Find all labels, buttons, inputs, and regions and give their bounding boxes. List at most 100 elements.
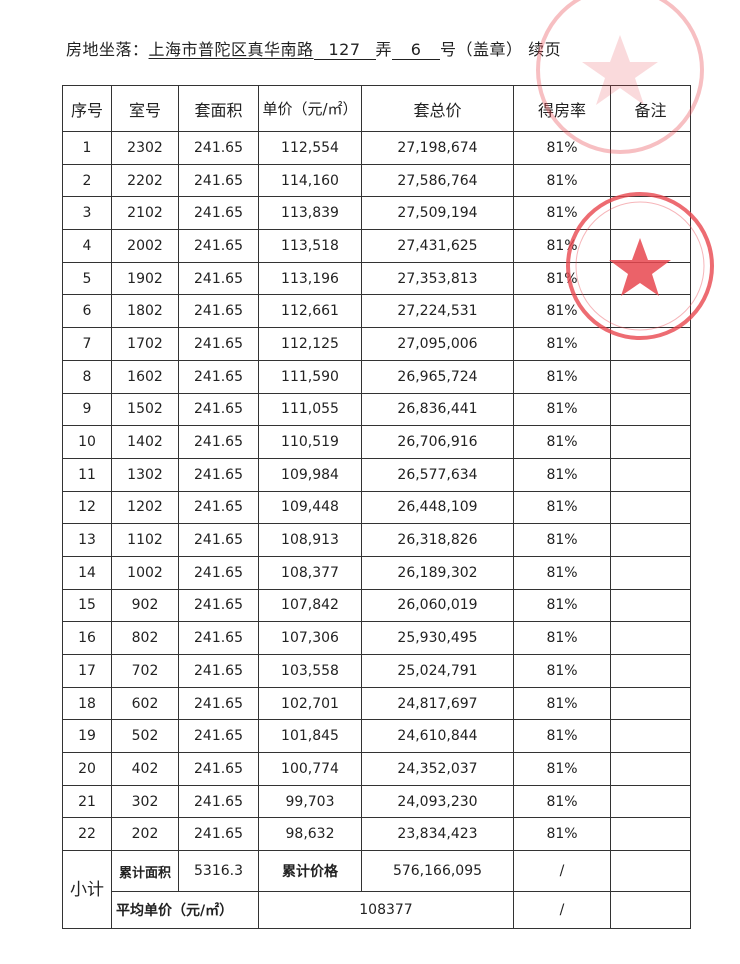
unit-area-cell: 241.65 bbox=[178, 490, 259, 525]
building-label: 号（盖章） bbox=[440, 40, 523, 59]
efficiency-rate-cell: 81% bbox=[513, 163, 611, 198]
index-cell: 5 bbox=[62, 261, 112, 296]
table-row: 7 1702 241.65 112,125 27,095,006 81% bbox=[62, 327, 691, 361]
index-cell: 21 bbox=[62, 784, 112, 819]
unit-area-cell: 241.65 bbox=[178, 654, 259, 688]
room-number-cell: 402 bbox=[111, 752, 179, 786]
remarks-cell bbox=[610, 229, 691, 263]
remarks-cell bbox=[610, 654, 691, 688]
total-price-cell: 27,509,194 bbox=[361, 196, 514, 231]
efficiency-rate-cell: 81% bbox=[513, 686, 611, 721]
total-price-cell: 27,353,813 bbox=[361, 261, 514, 296]
remarks-cell bbox=[610, 686, 691, 721]
total-price-cell: 25,930,495 bbox=[361, 621, 514, 655]
unit-area-cell: 241.65 bbox=[178, 817, 259, 852]
remarks-cell bbox=[610, 719, 691, 754]
table-row: 9 1502 241.65 111,055 26,836,441 81% bbox=[62, 392, 691, 427]
efficiency-rate-cell: 81% bbox=[513, 784, 611, 819]
remarks-cell bbox=[610, 621, 691, 655]
table-row: 19 502 241.65 101,845 24,610,844 81% bbox=[62, 719, 691, 754]
efficiency-rate-cell: 81% bbox=[513, 359, 611, 394]
unit-price-cell: 99,703 bbox=[258, 784, 362, 819]
location-label: 房地坐落： bbox=[66, 40, 149, 59]
index-cell: 19 bbox=[62, 719, 112, 754]
room-number-cell: 2302 bbox=[111, 131, 179, 165]
total-price-cell: 26,577,634 bbox=[361, 457, 514, 492]
total-price-cell: 27,224,531 bbox=[361, 294, 514, 329]
remarks-cell bbox=[610, 359, 691, 394]
efficiency-rate-cell: 81% bbox=[513, 131, 611, 165]
unit-area-cell: 241.65 bbox=[178, 425, 259, 459]
unit-area-cell: 241.65 bbox=[178, 196, 259, 231]
index-cell: 15 bbox=[62, 588, 112, 623]
table-row: 17 702 241.65 103,558 25,024,791 81% bbox=[62, 654, 691, 688]
table-row: 11 1302 241.65 109,984 26,577,634 81% bbox=[62, 457, 691, 492]
efficiency-rate-cell: 81% bbox=[513, 294, 611, 329]
room-number-cell: 1102 bbox=[111, 523, 179, 557]
remarks-cell bbox=[610, 850, 691, 893]
index-cell: 14 bbox=[62, 555, 112, 590]
room-number-cell: 1902 bbox=[111, 261, 179, 296]
unit-area-cell: 241.65 bbox=[178, 457, 259, 492]
remarks-cell bbox=[610, 196, 691, 231]
unit-price-cell: 108,377 bbox=[258, 555, 362, 590]
unit-price-cell: 110,519 bbox=[258, 425, 362, 459]
remarks-cell bbox=[610, 752, 691, 786]
unit-price-cell: 101,845 bbox=[258, 719, 362, 754]
total-price-cell: 27,431,625 bbox=[361, 229, 514, 263]
room-number-cell: 302 bbox=[111, 784, 179, 819]
unit-area-cell: 241.65 bbox=[178, 359, 259, 394]
remarks-cell bbox=[610, 490, 691, 525]
address: 上海市普陀区真华南路 bbox=[148, 40, 314, 59]
index-cell: 2 bbox=[62, 163, 112, 198]
index-cell: 17 bbox=[62, 654, 112, 688]
total-price-cell: 27,198,674 bbox=[361, 131, 514, 165]
room-number-cell: 802 bbox=[111, 621, 179, 655]
total-price-cell: 26,189,302 bbox=[361, 555, 514, 590]
unit-price-cell: 107,306 bbox=[258, 621, 362, 655]
efficiency-rate-cell: 81% bbox=[513, 523, 611, 557]
efficiency-rate-cell: 81% bbox=[513, 327, 611, 361]
room-number-cell: 2002 bbox=[111, 229, 179, 263]
efficiency-rate-cell: 81% bbox=[513, 817, 611, 852]
efficiency-rate-cell: 81% bbox=[513, 229, 611, 263]
index-cell: 4 bbox=[62, 229, 112, 263]
remarks-cell bbox=[610, 327, 691, 361]
efficiency-rate-cell: 81% bbox=[513, 392, 611, 427]
index-cell: 1 bbox=[62, 131, 112, 165]
efficiency-rate-cell: 81% bbox=[513, 752, 611, 786]
table-row: 18 602 241.65 102,701 24,817,697 81% bbox=[62, 686, 691, 721]
total-price-cell: 24,817,697 bbox=[361, 686, 514, 721]
table-row: 4 2002 241.65 113,518 27,431,625 81% bbox=[62, 229, 691, 263]
room-number-cell: 2202 bbox=[111, 163, 179, 198]
remarks-cell bbox=[610, 457, 691, 492]
unit-area-cell: 241.65 bbox=[178, 555, 259, 590]
table-row: 16 802 241.65 107,306 25,930,495 81% bbox=[62, 621, 691, 655]
total-price-cell: 27,095,006 bbox=[361, 327, 514, 361]
remarks-cell bbox=[610, 261, 691, 296]
remarks-cell bbox=[610, 392, 691, 427]
unit-area-cell: 241.65 bbox=[178, 588, 259, 623]
unit-price-cell: 111,590 bbox=[258, 359, 362, 394]
unit-area-cell: 241.65 bbox=[178, 294, 259, 329]
unit-area-cell: 241.65 bbox=[178, 229, 259, 263]
unit-area-cell: 241.65 bbox=[178, 523, 259, 557]
room-number-cell: 2102 bbox=[111, 196, 179, 231]
unit-price-cell: 107,842 bbox=[258, 588, 362, 623]
remarks-cell bbox=[610, 523, 691, 557]
index-cell: 7 bbox=[62, 327, 112, 361]
lane-number: 127 bbox=[313, 41, 376, 60]
index-cell: 10 bbox=[62, 425, 112, 459]
table-row: 12 1202 241.65 109,448 26,448,109 81% bbox=[62, 490, 691, 525]
table-row: 20 402 241.65 100,774 24,352,037 81% bbox=[62, 752, 691, 786]
index-cell: 8 bbox=[62, 359, 112, 394]
efficiency-rate-cell: 81% bbox=[513, 261, 611, 296]
index-cell: 12 bbox=[62, 490, 112, 525]
unit-area-cell: 241.65 bbox=[178, 163, 259, 198]
index-cell: 20 bbox=[62, 752, 112, 786]
table-row: 10 1402 241.65 110,519 26,706,916 81% bbox=[62, 425, 691, 459]
index-cell: 3 bbox=[62, 196, 112, 231]
efficiency-rate-cell: 81% bbox=[513, 425, 611, 459]
remarks-cell bbox=[610, 294, 691, 329]
unit-area-cell: 241.65 bbox=[178, 261, 259, 296]
